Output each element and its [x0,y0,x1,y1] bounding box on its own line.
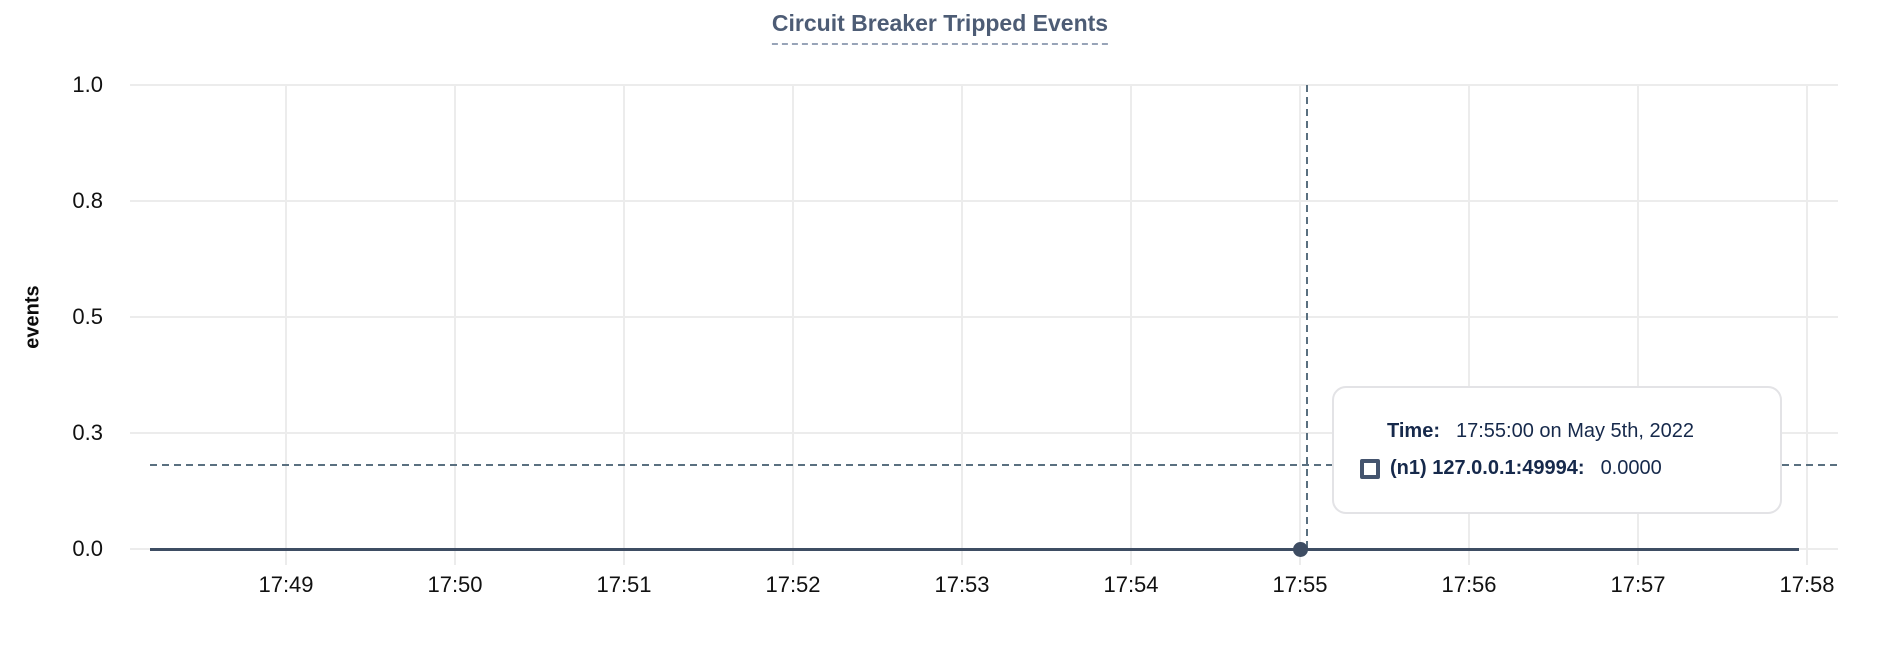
hovered-point-marker[interactable] [1292,541,1308,557]
gridline-horizontal [130,432,1838,434]
x-tick-label: 17:50 [427,572,483,597]
gridline-vertical [961,85,963,565]
tooltip: Time: 17:55:00 on May 5th, 2022 (n1) 127… [1332,386,1782,514]
x-tick-label: 17:54 [1103,572,1159,597]
tooltip-time-label: Time: [1387,420,1440,442]
tooltip-series-value: 0.0000 [1600,457,1662,479]
crosshair-vertical-line [1306,85,1308,549]
gridline-horizontal [130,316,1838,318]
y-tick-label: 1.0 [72,72,103,97]
gridline-vertical [285,85,287,565]
x-tick-label: 17:49 [258,572,314,597]
gridline-vertical [1130,85,1132,565]
x-tick-label: 17:56 [1441,572,1497,597]
x-tick-label: 17:58 [1779,572,1835,597]
tooltip-series-row: (n1) 127.0.0.1:49994: 0.0000 [1334,457,1780,480]
gridline-vertical [1299,85,1301,565]
chart-title[interactable]: Circuit Breaker Tripped Events [771,10,1109,45]
gridline-horizontal [130,84,1838,86]
gridline-vertical [792,85,794,565]
x-tick-label: 17:51 [596,572,652,597]
x-tick-label: 17:57 [1610,572,1666,597]
x-tick-label: 17:55 [1272,572,1328,597]
square-outline-icon [1360,458,1380,479]
y-tick-label: 0.8 [72,188,103,213]
gridline-vertical [1637,85,1639,565]
x-tick-label: 17:53 [934,572,990,597]
gridline-vertical [454,85,456,565]
y-tick-label: 0.5 [72,304,103,329]
tooltip-series-label: (n1) 127.0.0.1:49994: [1390,457,1585,479]
gridline-vertical [623,85,625,565]
gridline-vertical [1468,85,1470,565]
x-tick-label: 17:52 [765,572,821,597]
tooltip-time-row: Time: 17:55:00 on May 5th, 2022 [1334,420,1780,443]
tooltip-time-value: 17:55:00 on May 5th, 2022 [1455,420,1694,442]
y-tick-label: 0.0 [72,536,103,561]
crosshair-horizontal-line [150,464,1838,467]
y-tick-label: 0.3 [72,420,103,445]
gridline-horizontal [130,200,1838,202]
gridline-vertical [1806,85,1808,565]
series-line[interactable] [150,547,1799,551]
